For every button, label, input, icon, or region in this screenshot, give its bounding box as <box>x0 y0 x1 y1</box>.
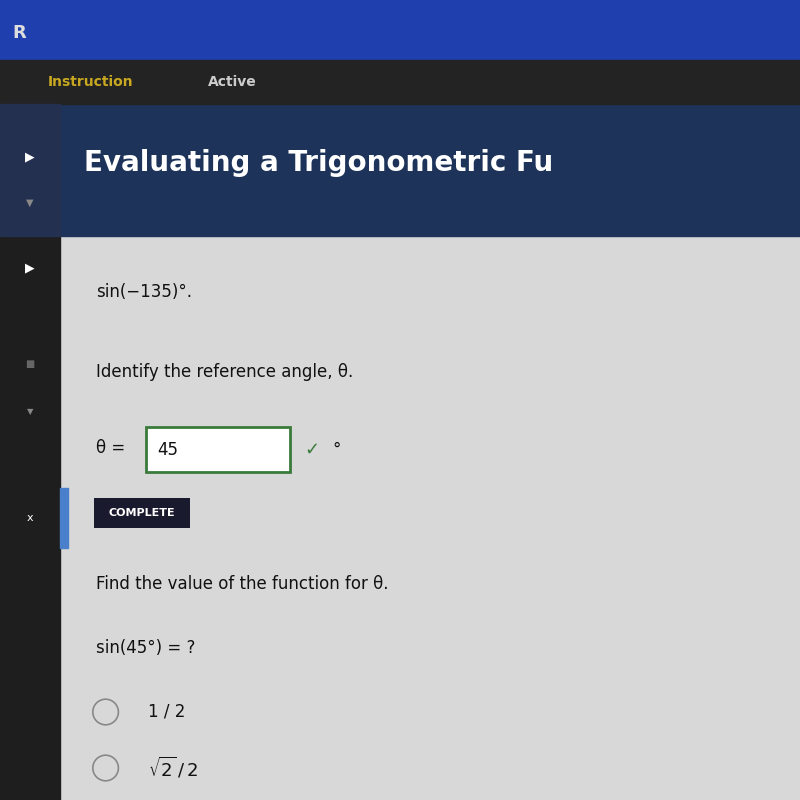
Text: Identify the reference angle, θ.: Identify the reference angle, θ. <box>96 363 354 381</box>
Text: R: R <box>12 24 26 42</box>
Text: Find the value of the function for θ.: Find the value of the function for θ. <box>96 575 389 593</box>
Text: x: x <box>26 513 34 523</box>
Text: ▼: ▼ <box>26 407 34 417</box>
Text: sin(45°) = ?: sin(45°) = ? <box>96 639 195 657</box>
Text: 45: 45 <box>158 441 178 458</box>
Bar <box>0 104 800 236</box>
Bar <box>0 60 800 104</box>
Bar <box>60 488 68 548</box>
Circle shape <box>93 699 118 725</box>
Text: COMPLETE: COMPLETE <box>109 508 175 518</box>
Text: ▼: ▼ <box>26 198 34 208</box>
Text: Active: Active <box>208 75 257 89</box>
Text: Instruction: Instruction <box>48 75 134 89</box>
Text: ■: ■ <box>26 359 34 369</box>
Text: ▶: ▶ <box>25 262 35 274</box>
Text: °: ° <box>332 441 340 458</box>
Bar <box>0 0 800 60</box>
Text: Evaluating a Trigonometric Fu: Evaluating a Trigonometric Fu <box>84 150 554 178</box>
FancyBboxPatch shape <box>94 498 190 528</box>
Bar <box>0 104 60 236</box>
Text: $\sqrt{2}$$\,/\,2$: $\sqrt{2}$$\,/\,2$ <box>148 755 198 781</box>
Text: θ =: θ = <box>96 439 130 457</box>
Bar <box>0 236 60 800</box>
FancyBboxPatch shape <box>146 427 290 472</box>
Bar <box>60 236 800 800</box>
Text: ▶: ▶ <box>25 150 35 163</box>
Text: sin(−135)°.: sin(−135)°. <box>96 283 192 301</box>
Circle shape <box>93 755 118 781</box>
Text: 1 / 2: 1 / 2 <box>148 703 186 721</box>
Text: ✓: ✓ <box>304 441 319 458</box>
